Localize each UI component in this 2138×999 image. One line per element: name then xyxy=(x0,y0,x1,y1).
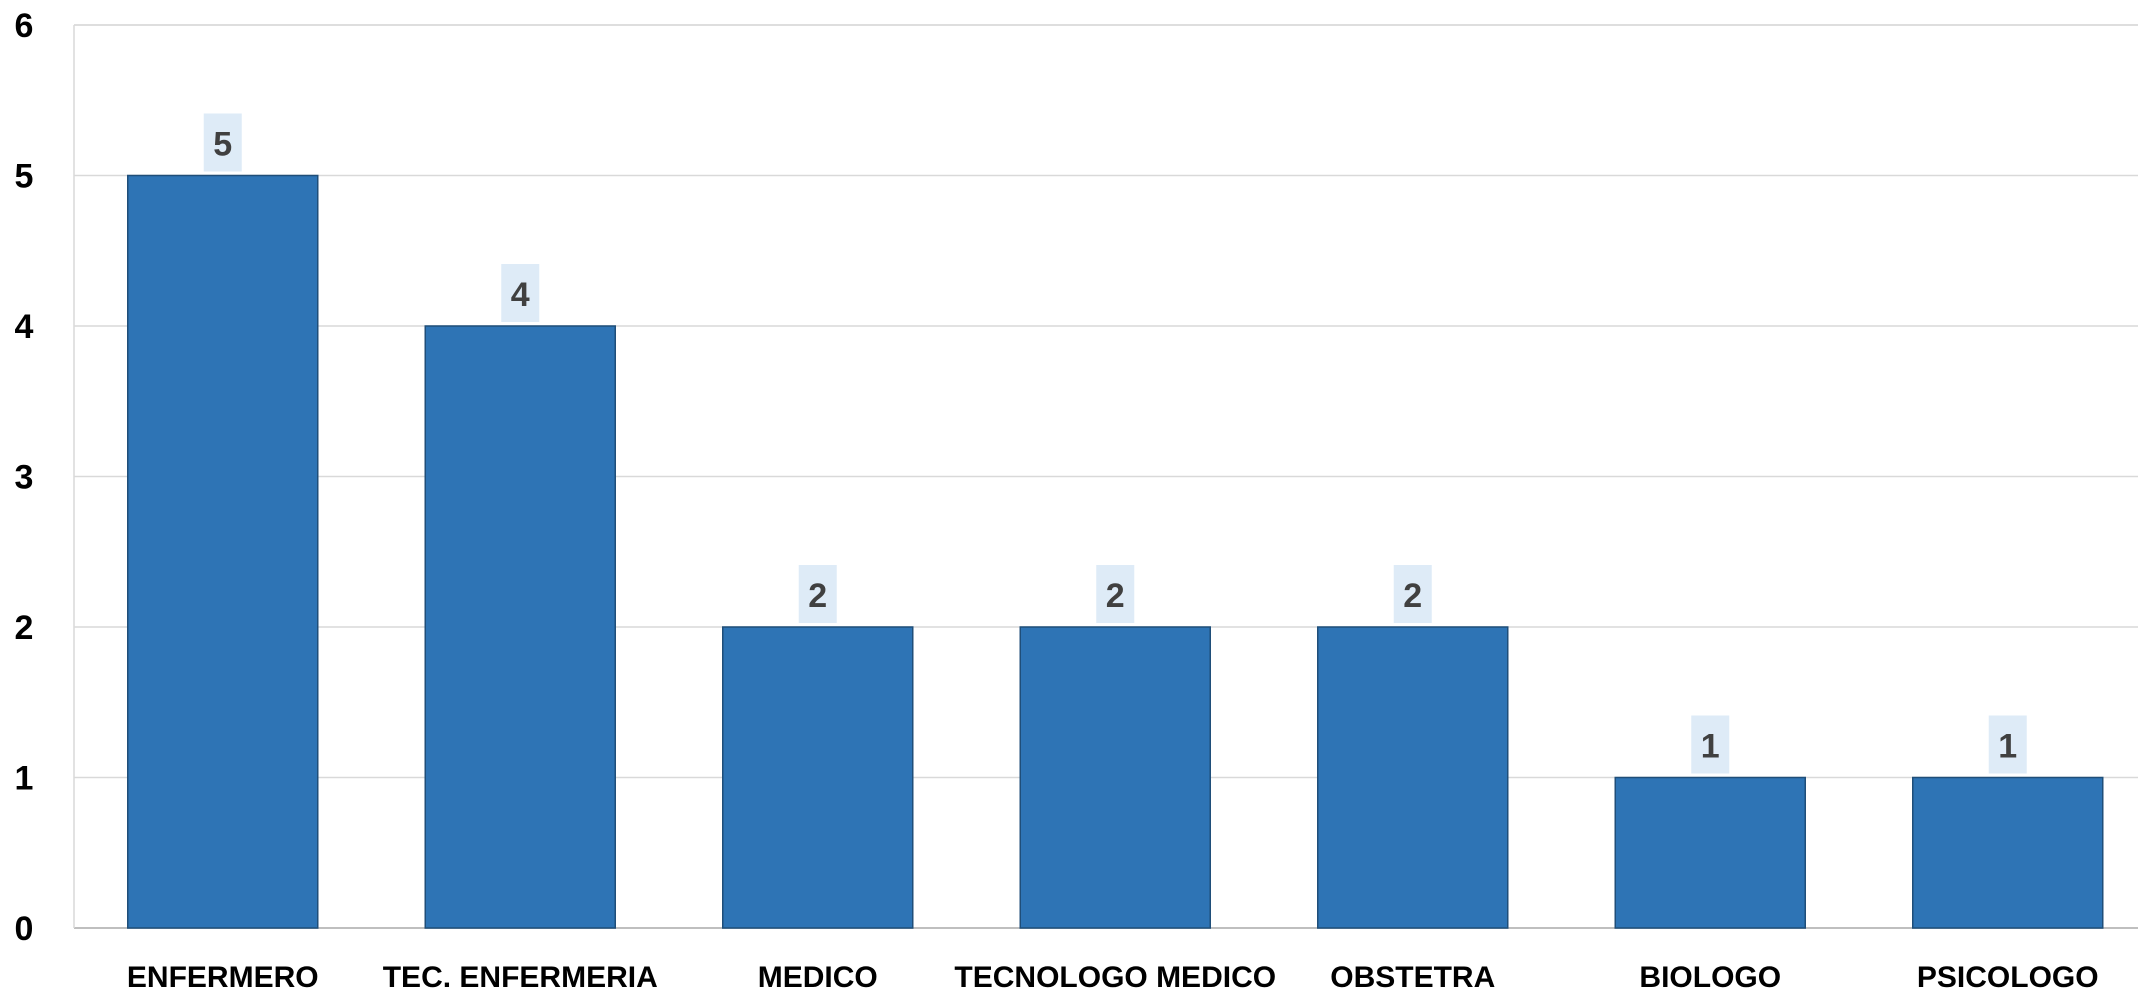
y-tick-label: 0 xyxy=(15,910,34,948)
bar xyxy=(1912,776,2104,929)
data-label-box xyxy=(1988,715,2027,774)
data-label-box xyxy=(501,264,540,322)
data-label-box xyxy=(1393,565,1432,623)
data-label: 1 xyxy=(1998,728,2017,766)
data-label-box xyxy=(1691,715,1730,774)
y-tick-label: 3 xyxy=(15,459,34,497)
data-label: 1 xyxy=(1701,728,1720,766)
data-label-box xyxy=(798,565,837,623)
data-label-box xyxy=(203,113,242,172)
bars xyxy=(127,174,2104,929)
y-tick-label: 6 xyxy=(15,7,34,45)
data-label: 4 xyxy=(511,276,530,314)
data-label: 5 xyxy=(213,126,232,164)
y-tick-label: 1 xyxy=(15,760,34,798)
category-label: BIOLOGO xyxy=(1639,961,1781,994)
data-label-box xyxy=(1096,565,1135,623)
data-labels: 5 4 2 2 2 1 1 xyxy=(203,113,2027,774)
category-label: OBSTETRA xyxy=(1330,961,1495,994)
x-axis-categories: ENFERMERO TEC. ENFERMERIA MEDICO TECNOLOGO … xyxy=(127,961,2099,994)
category-label: TECNOLOGO MEDICO xyxy=(954,961,1276,994)
data-label: 2 xyxy=(1403,577,1422,615)
y-tick-label: 4 xyxy=(15,308,34,346)
category-label: MEDICO xyxy=(758,961,878,994)
y-tick-label: 5 xyxy=(15,158,34,196)
y-tick-label: 2 xyxy=(15,609,34,647)
bar xyxy=(1614,776,1806,929)
data-label: 2 xyxy=(1106,577,1125,615)
bar xyxy=(722,626,914,929)
category-label: PSICOLOGO xyxy=(1917,961,2099,994)
bar xyxy=(127,174,319,929)
bar xyxy=(1317,626,1509,929)
category-label: ENFERMERO xyxy=(127,961,319,994)
bar xyxy=(1019,626,1211,929)
bar xyxy=(424,325,616,929)
data-label: 2 xyxy=(808,577,827,615)
category-label: TEC. ENFERMERIA xyxy=(383,961,658,994)
y-axis-ticks: 0 1 2 3 4 5 6 xyxy=(15,7,34,948)
